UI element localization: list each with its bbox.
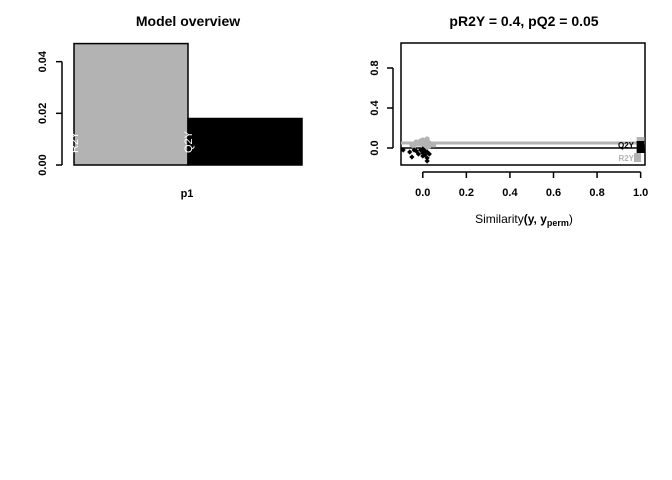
permutation-y-axis: 0.0 0.4 0.8 xyxy=(369,60,394,156)
xlabel-args: (y, y xyxy=(524,212,547,226)
permutation-plot-box xyxy=(400,42,646,166)
permutation-reference-lines xyxy=(401,141,645,149)
xlabel-subscript: perm xyxy=(547,218,569,228)
overview-y-axis: 0.00 0.02 0.04 xyxy=(37,50,63,176)
point-r2y xyxy=(420,137,426,143)
legend-q2y: Q2Y xyxy=(618,141,635,150)
permutation-x-tick-label: 0.4 xyxy=(502,187,518,199)
point-q2y xyxy=(424,158,430,164)
point-q2y xyxy=(420,146,426,152)
overview-bars: R2Y Q2Y xyxy=(69,42,303,166)
bar-label-r2y: R2Y xyxy=(69,131,81,153)
permutation-x-tick-label: 0.6 xyxy=(546,187,561,199)
permutation-title: pR2Y = 0.4, pQ2 = 0.05 xyxy=(449,13,598,29)
point-q2y xyxy=(426,151,432,157)
bar-label-q2y: Q2Y xyxy=(183,130,195,153)
point-q2y-original xyxy=(636,141,645,153)
permutation-x-tick-label: 1.0 xyxy=(633,187,648,199)
point-q2y xyxy=(418,147,424,153)
point-r2y xyxy=(431,142,437,148)
point-r2y xyxy=(411,143,417,149)
point-q2y xyxy=(415,151,422,157)
permutation-y-tick-label: 0.8 xyxy=(369,60,381,75)
permutation-points xyxy=(400,136,645,164)
point-q2y xyxy=(400,147,406,153)
overview-y-tick-label: 0.00 xyxy=(37,154,49,175)
permutation-x-tick-label: 0.2 xyxy=(459,187,474,199)
point-q2y xyxy=(424,155,430,161)
legend-r2y-swatch xyxy=(634,153,641,162)
bar-r2y xyxy=(73,42,189,166)
point-q2y xyxy=(407,149,413,155)
permutation-y-tick-label: 0.4 xyxy=(369,99,381,115)
point-q2y xyxy=(409,154,415,160)
permutation-y-tick-label: 0.0 xyxy=(369,140,381,155)
permutation-x-axis: 0.0 0.2 0.4 0.6 0.8 1.0 xyxy=(415,171,648,199)
permutation-x-label: Similarity(y, yperm) xyxy=(475,212,573,228)
legend-r2y: R2Y xyxy=(618,154,634,163)
point-r2y xyxy=(424,136,430,142)
overview-title: Model overview xyxy=(136,13,240,29)
overview-y-tick-label: 0.02 xyxy=(37,103,49,124)
point-q2y xyxy=(411,147,417,153)
overview-x-label: p1 xyxy=(181,188,194,200)
overview-y-tick-label: 0.04 xyxy=(37,50,49,72)
xlabel-main: Similarity xyxy=(475,212,524,226)
point-q2y xyxy=(424,149,430,155)
permutation-x-tick-label: 0.8 xyxy=(589,187,604,199)
bar-q2y xyxy=(187,117,303,166)
xlabel-close: ) xyxy=(569,212,573,226)
permutation-x-tick-label: 0.0 xyxy=(415,187,430,199)
overview-panel: Model overview R2Y Q2Y 0.00 0.02 0.04 p1 xyxy=(37,13,303,200)
